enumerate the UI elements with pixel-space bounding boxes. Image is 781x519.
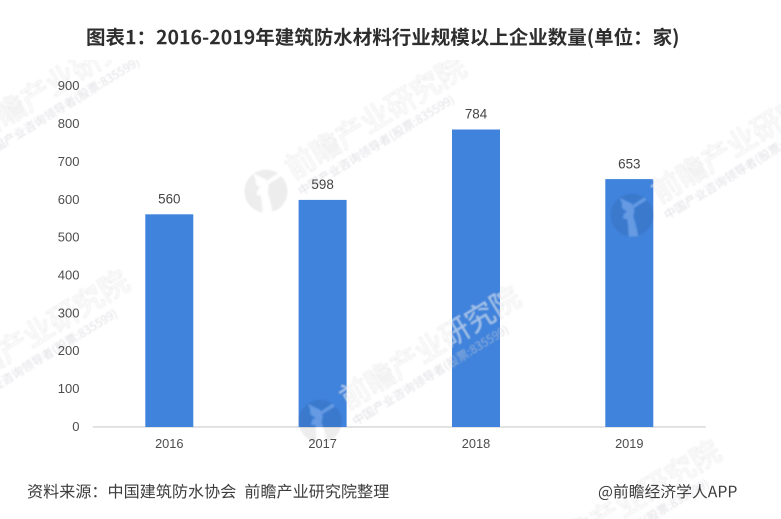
svg-text:2018: 2018 [462, 436, 490, 451]
svg-text:600: 600 [58, 192, 80, 207]
svg-text:2017: 2017 [308, 436, 336, 451]
svg-text:784: 784 [465, 107, 488, 122]
svg-text:653: 653 [618, 156, 640, 171]
svg-text:2016: 2016 [155, 436, 183, 451]
svg-text:0: 0 [72, 419, 79, 434]
svg-text:900: 900 [58, 78, 80, 93]
svg-text:300: 300 [58, 305, 80, 320]
svg-text:200: 200 [58, 343, 80, 358]
svg-text:700: 700 [58, 154, 80, 169]
svg-text:560: 560 [158, 192, 180, 207]
svg-text:598: 598 [311, 177, 333, 192]
svg-text:2019: 2019 [615, 436, 643, 451]
svg-text:100: 100 [58, 381, 80, 396]
svg-text:800: 800 [58, 116, 80, 131]
svg-text:500: 500 [58, 230, 80, 245]
svg-text:400: 400 [58, 268, 80, 283]
